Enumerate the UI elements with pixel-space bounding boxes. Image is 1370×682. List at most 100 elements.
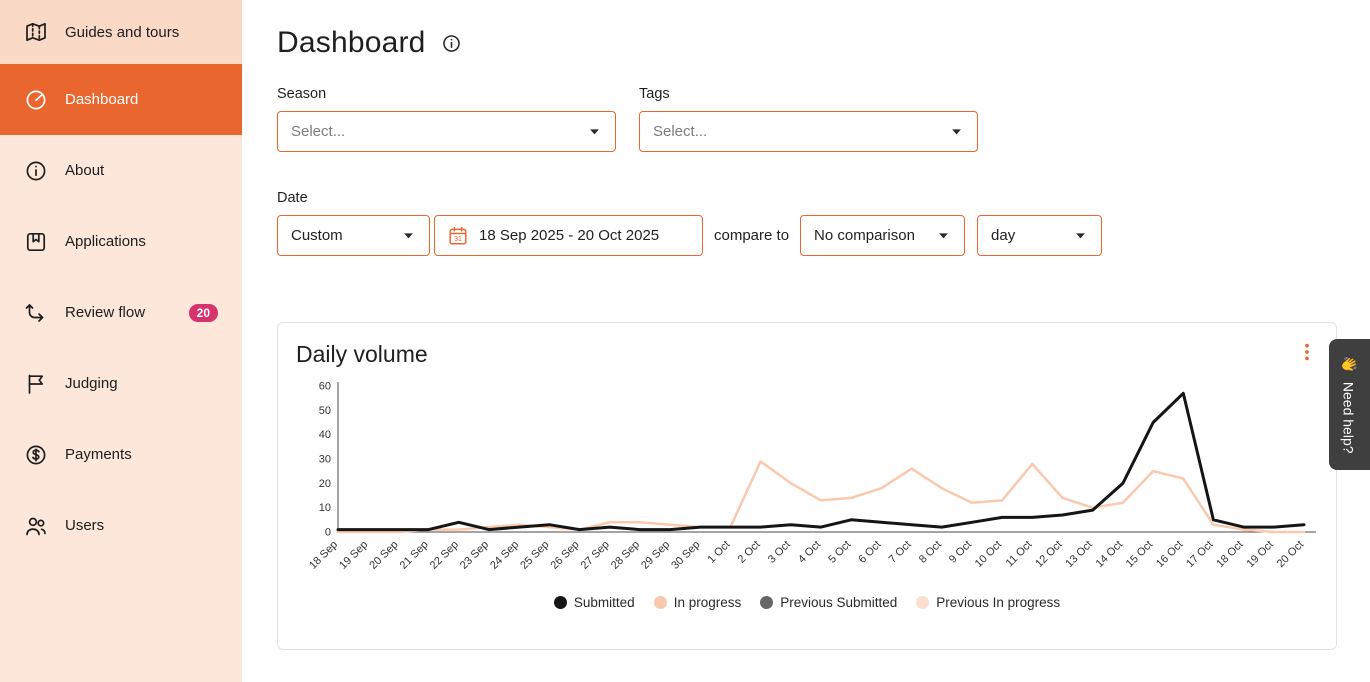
sidebar-item-label: Guides and tours bbox=[65, 23, 180, 41]
comparison-select[interactable]: No comparison bbox=[800, 215, 966, 256]
chevron-down-icon bbox=[401, 228, 416, 243]
svg-text:27 Sep: 27 Sep bbox=[579, 539, 612, 572]
svg-text:21 Sep: 21 Sep bbox=[398, 539, 431, 572]
chart-legend: Submitted In progress Previous Submitted Pr… bbox=[296, 595, 1318, 610]
legend-label: In progress bbox=[673, 595, 742, 610]
sidebar-item-label: Judging bbox=[65, 375, 118, 392]
svg-text:16 Oct: 16 Oct bbox=[1154, 539, 1185, 570]
kebab-menu-icon[interactable] bbox=[1296, 341, 1318, 363]
granularity-value: day bbox=[991, 227, 1016, 244]
info-icon bbox=[24, 159, 48, 183]
sidebar-item-label: Payments bbox=[65, 446, 132, 463]
svg-text:20 Oct: 20 Oct bbox=[1275, 539, 1306, 570]
card-title: Daily volume bbox=[296, 341, 428, 367]
legend-label: Submitted bbox=[573, 595, 635, 610]
svg-text:13 Oct: 13 Oct bbox=[1063, 539, 1094, 570]
sidebar-item-label: Applications bbox=[65, 233, 146, 250]
granularity-select[interactable]: day bbox=[977, 215, 1103, 256]
date-label: Date bbox=[277, 190, 308, 206]
sidebar-item-users[interactable]: Users bbox=[0, 490, 242, 561]
svg-text:14 Oct: 14 Oct bbox=[1094, 539, 1125, 570]
info-icon[interactable] bbox=[441, 33, 462, 54]
sidebar-item-judging[interactable]: Judging bbox=[0, 348, 242, 419]
svg-text:0: 0 bbox=[325, 527, 331, 539]
sidebar: Guides and tours Dashboard About Applicatio… bbox=[0, 0, 242, 682]
chevron-down-icon bbox=[949, 124, 964, 139]
svg-text:2 Oct: 2 Oct bbox=[736, 539, 763, 566]
dashboard-icon bbox=[24, 88, 48, 112]
svg-text:18 Oct: 18 Oct bbox=[1214, 539, 1245, 570]
svg-text:5 Oct: 5 Oct bbox=[826, 539, 853, 566]
date-mode-select[interactable]: Custom bbox=[277, 215, 430, 256]
svg-text:26 Sep: 26 Sep bbox=[548, 539, 581, 572]
legend-item-submitted[interactable]: Submitted bbox=[553, 595, 635, 610]
comparison-value: No comparison bbox=[814, 227, 915, 244]
legend-item-previous-in-progress[interactable]: Previous In progress bbox=[916, 595, 1060, 610]
svg-text:10: 10 bbox=[319, 502, 331, 514]
svg-text:8 Oct: 8 Oct bbox=[917, 539, 944, 566]
card-header: Daily volume bbox=[296, 341, 1318, 368]
legend-item-in-progress[interactable]: In progress bbox=[653, 595, 742, 610]
svg-text:19 Oct: 19 Oct bbox=[1245, 539, 1276, 570]
need-help-label: Need help? bbox=[1341, 381, 1358, 454]
sidebar-item-dashboard[interactable]: Dashboard bbox=[0, 64, 242, 135]
chevron-down-icon bbox=[936, 228, 951, 243]
svg-text:6 Oct: 6 Oct bbox=[856, 539, 883, 566]
main-content: Dashboard Season Select... Tags Select..… bbox=[242, 0, 1370, 682]
svg-text:20: 20 bbox=[319, 478, 331, 490]
legend-item-previous-submitted[interactable]: Previous Submitted bbox=[760, 595, 897, 610]
sidebar-item-guides-and-tours[interactable]: Guides and tours bbox=[0, 0, 242, 64]
date-range-picker[interactable]: 31 18 Sep 2025 - 20 Oct 2025 bbox=[434, 215, 703, 256]
tags-filter: Tags Select... bbox=[639, 86, 978, 152]
sidebar-item-payments[interactable]: Payments bbox=[0, 419, 242, 490]
legend-dot bbox=[916, 596, 930, 609]
svg-text:9 Oct: 9 Oct bbox=[947, 539, 974, 566]
svg-text:22 Sep: 22 Sep bbox=[428, 539, 461, 572]
svg-text:50: 50 bbox=[319, 405, 331, 417]
date-mode-value: Custom bbox=[291, 227, 343, 244]
wave-emoji-icon: 👋 bbox=[1342, 355, 1358, 373]
date-range-value: 18 Sep 2025 - 20 Oct 2025 bbox=[479, 227, 660, 244]
svg-text:4 Oct: 4 Oct bbox=[796, 539, 823, 566]
sidebar-item-applications[interactable]: Applications bbox=[0, 206, 242, 277]
svg-text:19 Sep: 19 Sep bbox=[337, 539, 370, 572]
legend-label: Previous In progress bbox=[936, 595, 1061, 610]
flag-icon bbox=[24, 372, 48, 396]
svg-text:18 Sep: 18 Sep bbox=[307, 539, 340, 572]
legend-dot bbox=[760, 596, 774, 609]
svg-text:25 Sep: 25 Sep bbox=[518, 539, 551, 572]
chart-area: 0 10 20 30 40 50 60 18 Sep 19 Sep 20 Sep 21 Sep 22 … bbox=[296, 376, 1318, 595]
legend-dot bbox=[553, 596, 567, 609]
legend-dot bbox=[653, 596, 667, 609]
svg-text:60: 60 bbox=[319, 381, 331, 393]
need-help-tab[interactable]: 👋 Need help? bbox=[1329, 339, 1370, 470]
svg-text:30 Sep: 30 Sep bbox=[669, 539, 702, 572]
review-flow-badge: 20 bbox=[188, 303, 218, 322]
season-select[interactable]: Select... bbox=[277, 111, 616, 152]
svg-text:7 Oct: 7 Oct bbox=[887, 539, 914, 566]
sidebar-item-label: Dashboard bbox=[65, 91, 139, 108]
filters-row: Season Select... Tags Select... bbox=[277, 86, 1370, 152]
sidebar-item-label: Users bbox=[65, 517, 105, 534]
chevron-down-icon bbox=[587, 124, 602, 139]
date-section: Date Custom 31 18 Sep 2025 - 20 Oct 2025… bbox=[277, 190, 1370, 256]
sidebar-item-label: Review flow bbox=[65, 304, 146, 321]
calendar-icon: 31 bbox=[447, 225, 469, 247]
sidebar-item-about[interactable]: About bbox=[0, 135, 242, 206]
svg-text:30: 30 bbox=[319, 454, 331, 466]
season-select-placeholder: Select... bbox=[291, 123, 346, 140]
tags-select[interactable]: Select... bbox=[639, 111, 978, 152]
svg-text:1 Oct: 1 Oct bbox=[705, 539, 732, 566]
svg-text:28 Sep: 28 Sep bbox=[609, 539, 642, 572]
svg-text:17 Oct: 17 Oct bbox=[1184, 539, 1215, 570]
map-icon bbox=[24, 20, 48, 44]
tags-label: Tags bbox=[639, 86, 670, 102]
need-help-inner: 👋 Need help? bbox=[1341, 355, 1359, 454]
svg-text:3 Oct: 3 Oct bbox=[766, 539, 793, 566]
date-row: Custom 31 18 Sep 2025 - 20 Oct 2025 comp… bbox=[277, 215, 1370, 256]
svg-text:23 Sep: 23 Sep bbox=[458, 539, 491, 572]
users-icon bbox=[24, 514, 48, 538]
sidebar-item-review-flow[interactable]: Review flow 20 bbox=[0, 277, 242, 348]
